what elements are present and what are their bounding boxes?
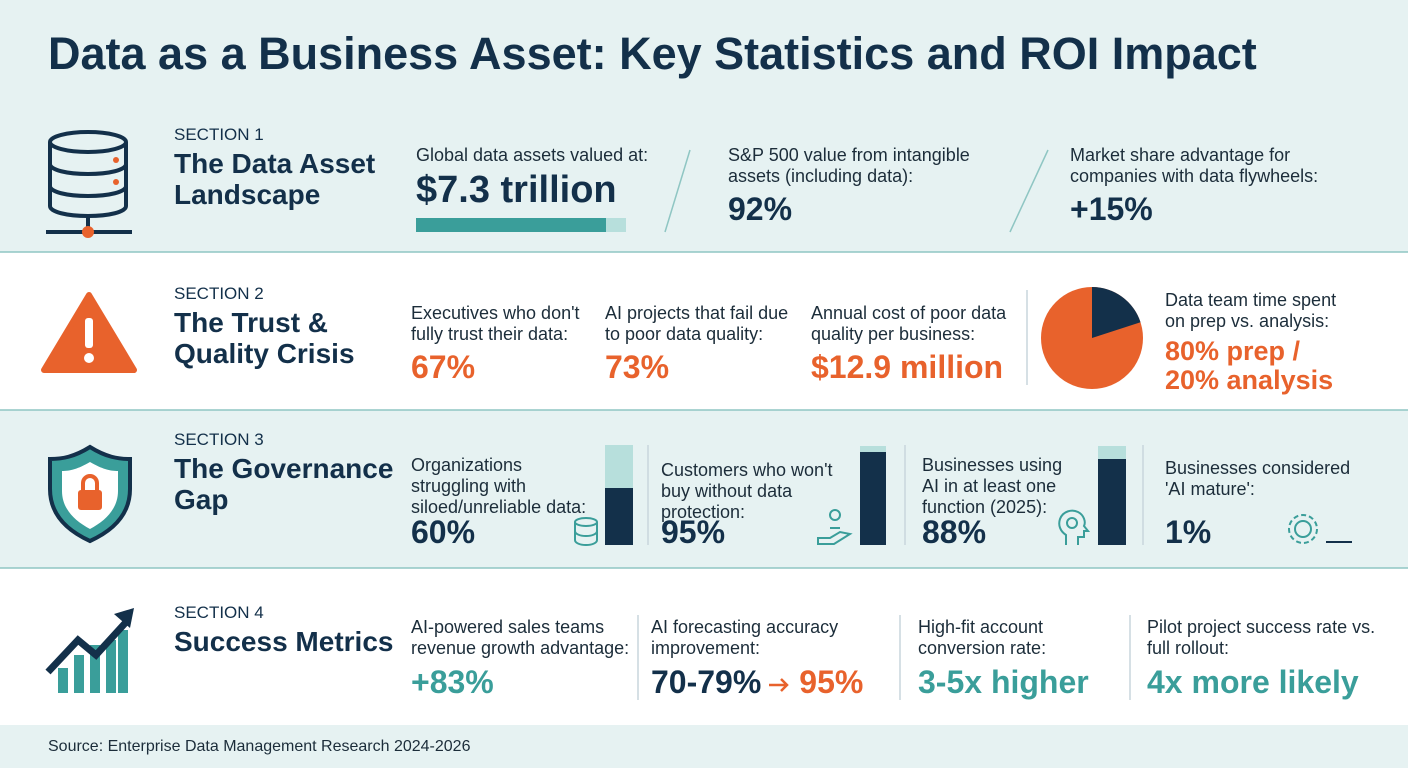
stat-text: S&P 500 value from intangible assets (in… [728, 145, 970, 186]
stat-value-text: +83% [411, 664, 494, 700]
section-label: SECTION 3 [174, 430, 264, 449]
stat-text: High-fit account conversion rate: [918, 617, 1047, 658]
stat-text: AI forecasting accuracy improvement: [651, 617, 839, 658]
stat-value: 3-5x higher [918, 665, 1089, 699]
source: Source: Enterprise Data Management Resea… [48, 738, 471, 755]
stat-value-end: 95% [799, 664, 864, 700]
stat-value-text: 4x more likely [1147, 664, 1359, 700]
stat-text: Businesses using AI in at least one func… [922, 455, 1063, 517]
stat-value: 67% [411, 350, 475, 384]
stat-value-text: 67% [411, 349, 476, 385]
stat-value: 70-79% 95% [651, 665, 863, 699]
band [0, 410, 1408, 568]
stat-value-text: 60% [411, 514, 476, 550]
stat-value: 60% [411, 515, 475, 549]
stat-value-text: 73% [605, 349, 670, 385]
stat-value: 92% [728, 192, 792, 226]
stat-value-text: +15% [1070, 191, 1153, 227]
section-name: The Governance Gap [174, 453, 394, 515]
stat-text: AI projects that fail due to poor data q… [605, 303, 789, 344]
stat-value: +83% [411, 665, 494, 699]
stat-value: 80% prep / 20% analysis [1165, 337, 1335, 395]
stat-text: Data team time spent on prep vs. analysi… [1165, 290, 1337, 331]
section-label: SECTION 2 [174, 284, 264, 303]
section-name: Success Metrics [174, 626, 394, 657]
title: Data as a Business Asset: Key Statistics… [48, 28, 1257, 79]
stat-text: Global data assets valued at: [416, 145, 649, 165]
stat-value-text: 1% [1165, 514, 1212, 550]
stat-text: Customers who won't buy without data pro… [661, 460, 833, 522]
band [0, 0, 1408, 252]
stat-value-text: $7.3 trillion [416, 169, 617, 211]
stat-value: $7.3 trillion [416, 170, 617, 210]
stat-value-text: 70-79% [651, 664, 762, 700]
stat-value-text: 80% prep / 20% analysis [1165, 336, 1334, 395]
stat-text: Market share advantage for companies wit… [1070, 145, 1319, 186]
stat-text: Pilot project success rate vs. full roll… [1147, 617, 1376, 658]
stat-text: Businesses considered 'AI mature': [1165, 458, 1351, 499]
stat-value-text: 3-5x higher [918, 664, 1089, 700]
band [0, 725, 1408, 768]
stat-text: Organizations struggling with siloed/unr… [411, 455, 587, 517]
stat-value: 4x more likely [1147, 665, 1359, 699]
arrow [769, 677, 790, 692]
stat-value-text: 92% [728, 191, 793, 227]
section-name: The Data Asset Landscape [174, 148, 376, 210]
stat-value: 95% [661, 515, 725, 549]
stat-value-text: 95% [661, 514, 726, 550]
stat-text: Executives who don't fully trust their d… [411, 303, 580, 344]
stat-value: $12.9 million [811, 350, 1003, 384]
section-label: SECTION 4 [174, 603, 264, 622]
stat-value: 1% [1165, 515, 1211, 549]
stat-value-text: $12.9 million [811, 349, 1004, 385]
section-name: The Trust & Quality Crisis [174, 307, 355, 369]
stat-value: 88% [922, 515, 986, 549]
stat-value: 73% [605, 350, 669, 384]
stat-text: AI-powered sales teams revenue growth ad… [411, 617, 630, 658]
stat-value: +15% [1070, 192, 1153, 226]
stat-text: Annual cost of poor data quality per bus… [811, 303, 1007, 344]
stat-value-text: 88% [922, 514, 987, 550]
section-label: SECTION 1 [174, 125, 264, 144]
